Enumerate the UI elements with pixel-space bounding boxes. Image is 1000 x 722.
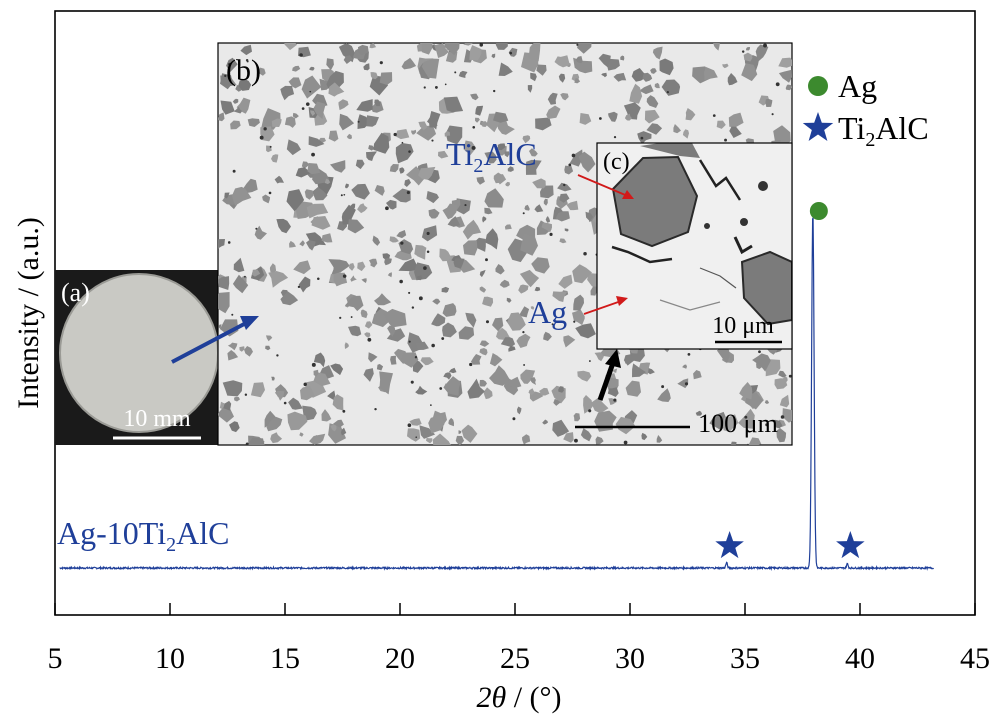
peak-marker-ag	[809, 202, 828, 220]
annotation-ag: Ag	[528, 294, 567, 330]
x-tick-label: 15	[270, 642, 300, 675]
annotation-arrows	[171, 174, 634, 401]
legend-label: Ag	[838, 68, 877, 104]
legend-marker-ag	[808, 76, 828, 96]
x-tick-label: 45	[960, 642, 990, 675]
x-tick-label: 40	[845, 642, 875, 675]
xrd-pattern-line	[59, 215, 935, 571]
inset-c-label: (c)	[603, 149, 630, 175]
legend: Ag Ti2AlC	[802, 68, 929, 151]
x-tick-label: 5	[48, 642, 63, 675]
x-tick-label: 20	[385, 642, 415, 675]
inset-b-scale-text: 100 μm	[698, 409, 778, 438]
inset-b-label: (b)	[226, 54, 261, 87]
legend-label: Ti2AlC	[838, 110, 929, 151]
x-tick-label: 35	[730, 642, 760, 675]
x-tick-label: 10	[155, 642, 185, 675]
annotation-ti2alc: Ti2AlC	[446, 136, 537, 177]
x-tick-label: 25	[500, 642, 530, 675]
peak-markers	[715, 202, 865, 559]
x-ticks: 5 10 15 20 25 30 35 40 45	[48, 603, 990, 675]
x-axis-label: 2θ / (°)	[476, 681, 561, 714]
peak-marker-ti2alc	[836, 531, 865, 559]
inset-c-micrograph: (c) 10 μm	[596, 142, 793, 350]
peak-marker-ti2alc	[715, 531, 744, 559]
x-tick-label: 30	[615, 642, 645, 675]
inset-a-scale-text: 10 mm	[123, 406, 191, 432]
inset-a-label: (a)	[61, 278, 90, 307]
series-label: Ag-10Ti2AlC	[57, 515, 229, 556]
inset-c-scale-text: 10 μm	[712, 313, 774, 339]
y-axis-label: Intensity / (a.u.)	[12, 217, 45, 409]
inset-a-photo: (a) 10 mm	[55, 270, 218, 445]
legend-marker-ti2alc	[802, 112, 834, 141]
